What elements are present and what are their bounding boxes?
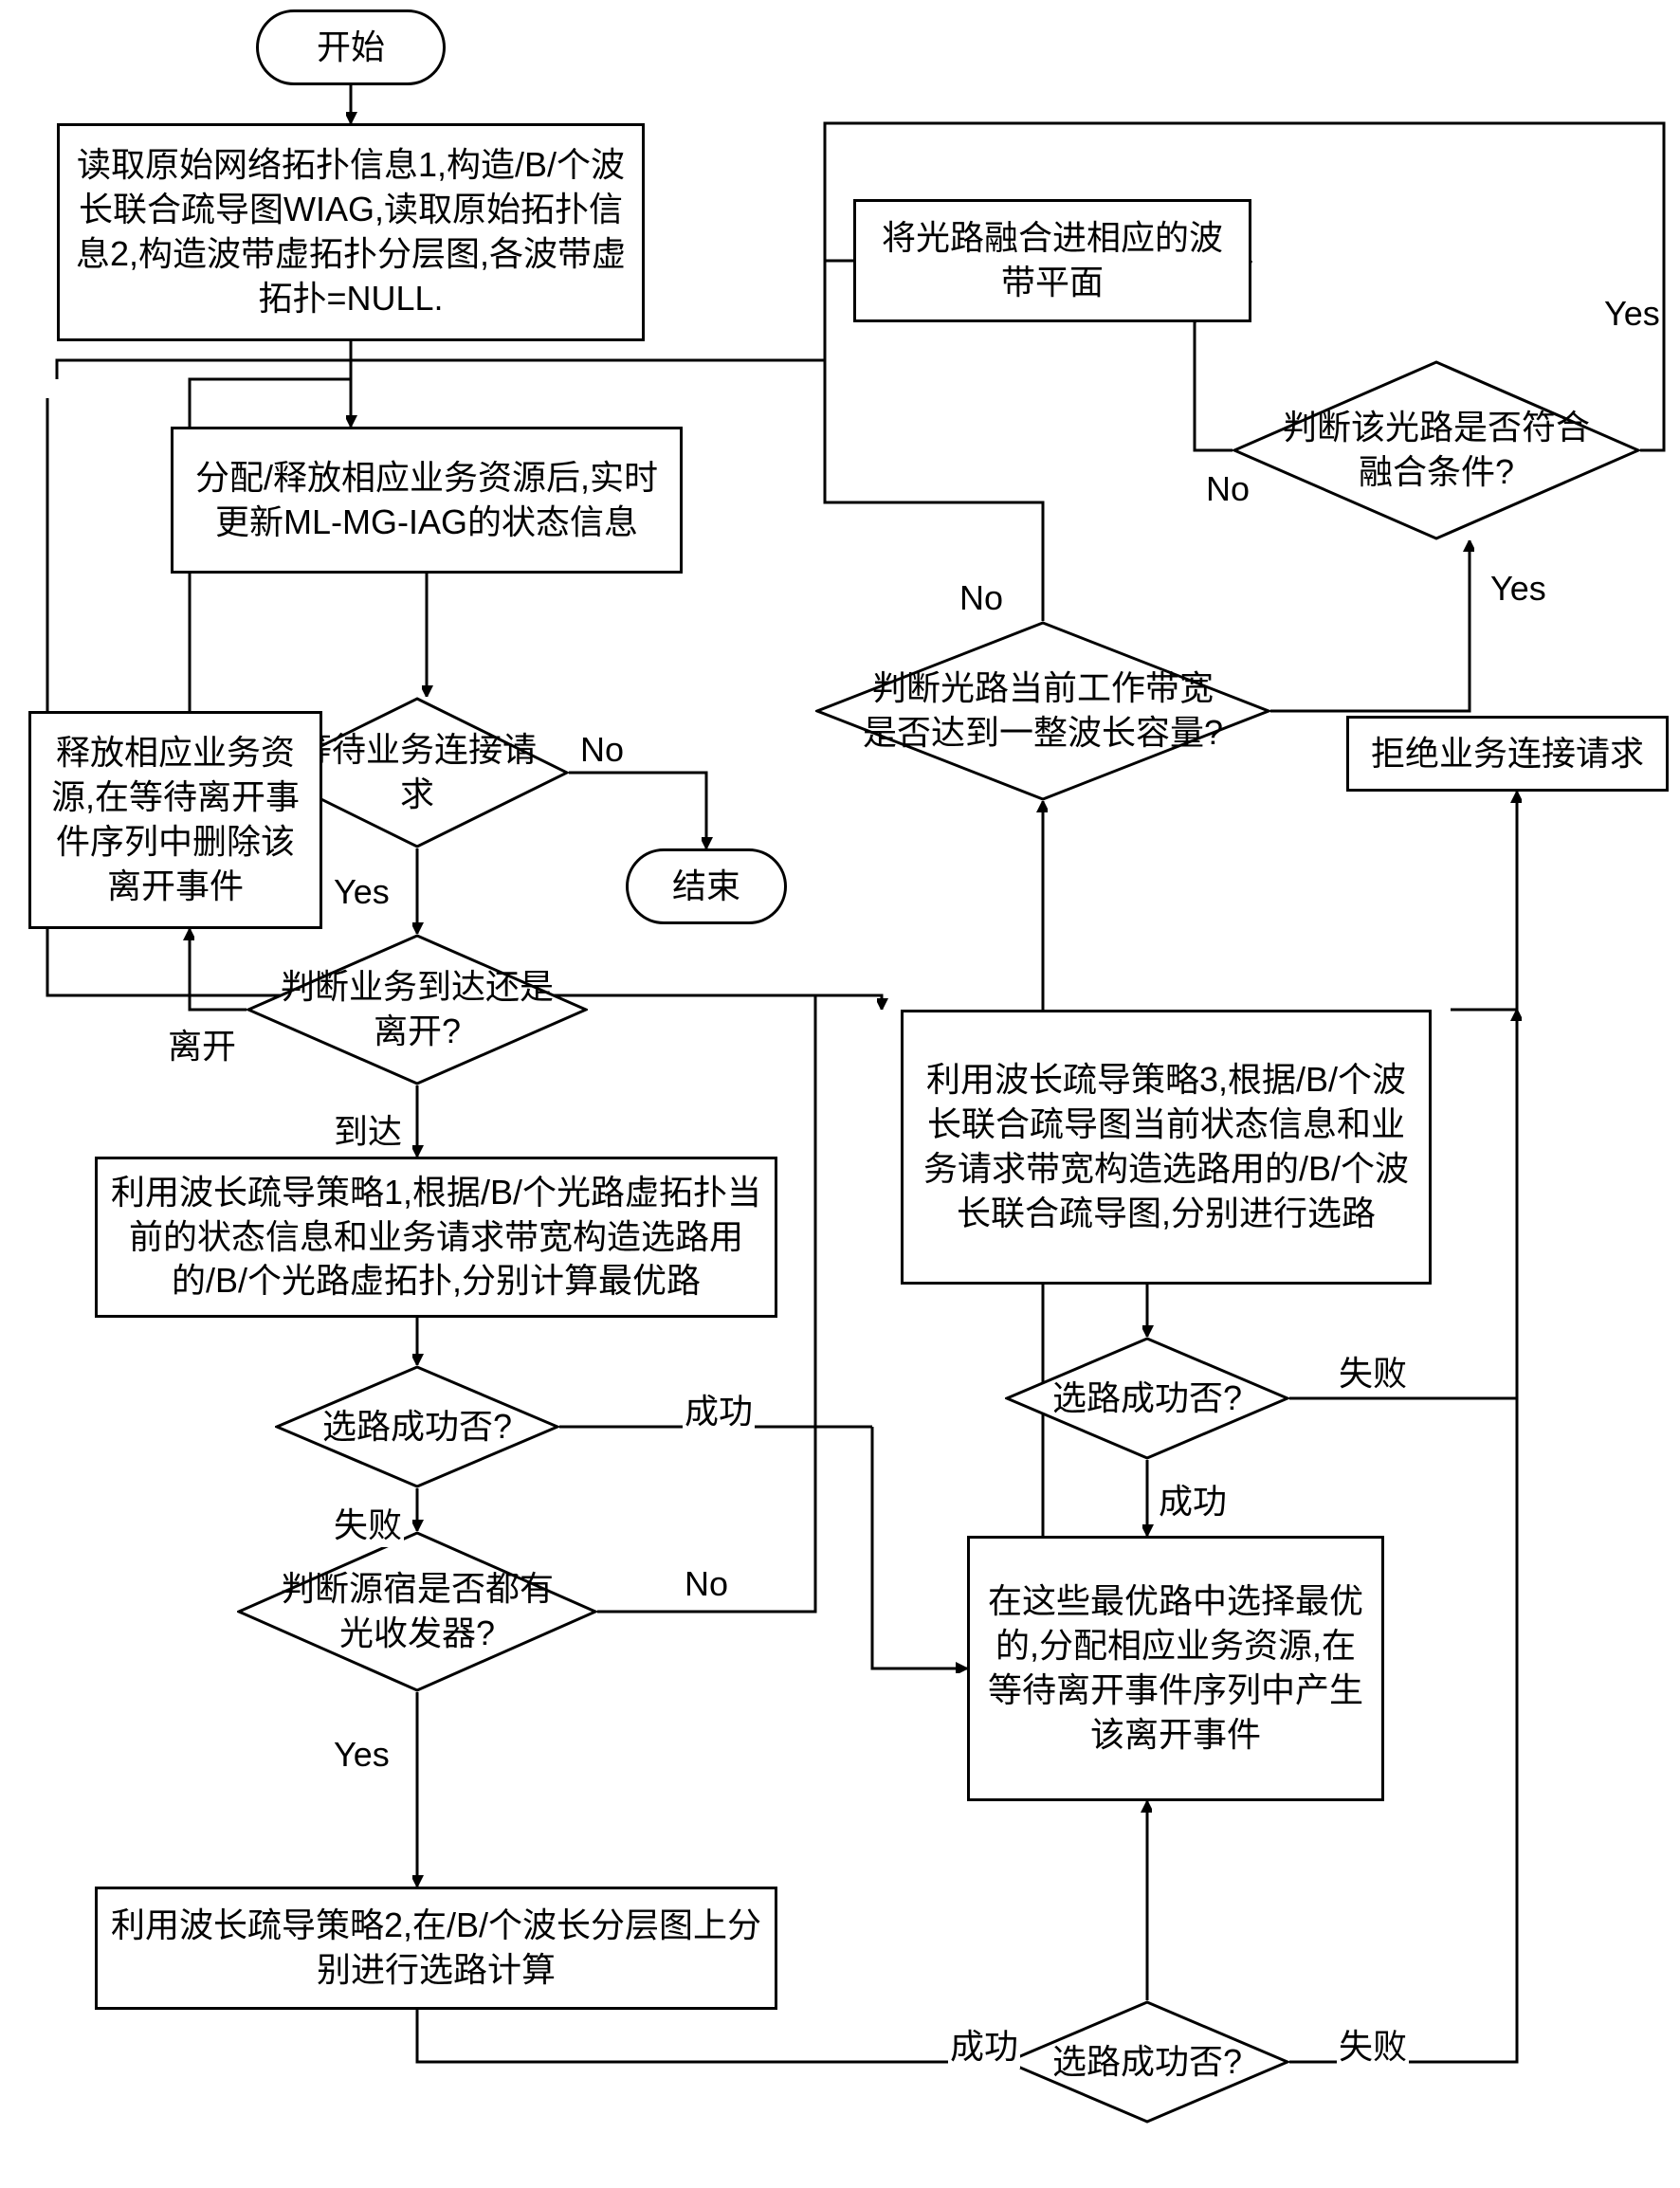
decision-d_merge: 判断该光路是否符合融合条件? bbox=[1233, 360, 1640, 540]
decision-d_trans: 判断源宿是否都有光收发器? bbox=[237, 1531, 597, 1692]
terminator-start: 开始 bbox=[256, 9, 446, 85]
edge-label: Yes bbox=[332, 872, 392, 912]
decision-text-d_merge: 判断该光路是否符合融合条件? bbox=[1233, 360, 1640, 540]
edge-label: 成功 bbox=[683, 1384, 755, 1433]
decision-text-d_route3: 选路成功否? bbox=[1005, 1337, 1289, 1460]
decision-text-d_route1: 选路成功否? bbox=[275, 1365, 559, 1488]
edge-label: Yes bbox=[332, 1735, 392, 1775]
edge-label: 离开 bbox=[166, 1019, 238, 1068]
edge-label: Yes bbox=[1602, 294, 1662, 334]
edge-label: 失败 bbox=[1337, 1346, 1409, 1395]
decision-d_full: 判断光路当前工作带宽是否达到一整波长容量? bbox=[815, 621, 1270, 801]
process-p_release: 释放相应业务资源,在等待离开事件序列中删除该离开事件 bbox=[28, 711, 322, 929]
edge-label: 成功 bbox=[1157, 1474, 1229, 1523]
edge-label: 成功 bbox=[948, 2019, 1020, 2069]
edge-label: 到达 bbox=[332, 1104, 404, 1154]
edge-label: 失败 bbox=[1337, 2019, 1409, 2069]
edge-label: No bbox=[1204, 469, 1251, 509]
decision-text-d_route2: 选路成功否? bbox=[1005, 2000, 1289, 2124]
edge-label: 失败 bbox=[332, 1498, 404, 1547]
process-p_strat2: 利用波长疏导策略2,在/B/个波长分层图上分别进行选路计算 bbox=[95, 1887, 777, 2010]
process-p_strat3: 利用波长疏导策略3,根据/B/个波长联合疏导图当前状态信息和业务请求带宽构造选路… bbox=[901, 1010, 1432, 1285]
edge-label: Yes bbox=[1488, 569, 1548, 609]
process-p_strat1: 利用波长疏导策略1,根据/B/个光路虚拓扑当前的状态信息和业务请求带宽构造选路用… bbox=[95, 1157, 777, 1318]
decision-d_route1: 选路成功否? bbox=[275, 1365, 559, 1488]
decision-d_arrive: 判断业务到达还是离开? bbox=[247, 934, 588, 1085]
decision-d_route2: 选路成功否? bbox=[1005, 2000, 1289, 2124]
edge-label: No bbox=[578, 730, 626, 770]
edge-label: No bbox=[683, 1564, 730, 1604]
process-p_update: 分配/释放相应业务资源后,实时更新ML-MG-IAG的状态信息 bbox=[171, 427, 683, 574]
edge-label: No bbox=[958, 578, 1005, 618]
process-p_init: 读取原始网络拓扑信息1,构造/B/个波长联合疏导图WIAG,读取原始拓扑信息2,… bbox=[57, 123, 645, 341]
decision-text-d_full: 判断光路当前工作带宽是否达到一整波长容量? bbox=[815, 621, 1270, 801]
flowchart-canvas: 开始结束 读取原始网络拓扑信息1,构造/B/个波长联合疏导图WIAG,读取原始拓扑… bbox=[0, 0, 1680, 2188]
decision-text-d_trans: 判断源宿是否都有光收发器? bbox=[237, 1531, 597, 1692]
process-p_merge: 将光路融合进相应的波带平面 bbox=[853, 199, 1251, 322]
decision-d_route3: 选路成功否? bbox=[1005, 1337, 1289, 1460]
terminator-end: 结束 bbox=[626, 848, 787, 924]
process-p_reject: 拒绝业务连接请求 bbox=[1346, 716, 1669, 792]
process-p_best: 在这些最优路中选择最优的,分配相应业务资源,在等待离开事件序列中产生该离开事件 bbox=[967, 1536, 1384, 1801]
decision-text-d_arrive: 判断业务到达还是离开? bbox=[247, 934, 588, 1085]
